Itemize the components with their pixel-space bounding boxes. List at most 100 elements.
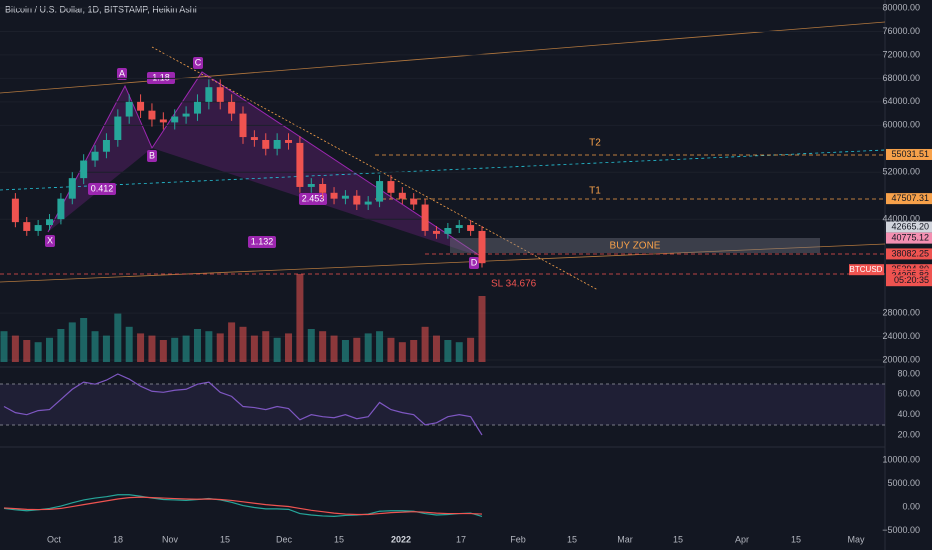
candle-body	[114, 116, 122, 140]
chart-header: Bitcoin / U.S. Dollar, 1D, BITSTAMP, Hei…	[5, 4, 197, 14]
x-tick-label: 15	[673, 534, 683, 544]
buy-zone	[450, 238, 820, 253]
candle-body	[319, 184, 327, 193]
target-label: T1	[589, 186, 601, 197]
pattern-point-bg	[117, 68, 127, 80]
volume-bar	[285, 333, 293, 362]
candle-body	[285, 140, 293, 143]
price-label: 40775.12	[891, 232, 929, 242]
y-tick-label: 52000.00	[882, 167, 920, 177]
y-tick-label: 72000.00	[882, 49, 920, 59]
price-label: 55031.51	[891, 149, 929, 159]
candle-body	[353, 195, 361, 205]
candle-body	[376, 181, 384, 202]
ratio-bg	[299, 193, 327, 205]
y-tick-label: 44000.00	[882, 214, 920, 224]
volume-bar	[0, 331, 8, 362]
price-label-bg	[886, 148, 932, 160]
volume-bar	[159, 340, 167, 362]
x-tick-label: 15	[567, 534, 577, 544]
candle-body	[330, 192, 338, 199]
x-tick-label: Feb	[510, 534, 526, 544]
volume-bar	[205, 331, 213, 362]
macd-line	[3, 494, 483, 518]
y-tick-label: 68000.00	[882, 73, 920, 83]
ratio-bg	[88, 183, 116, 195]
countdown: 05:20:35	[894, 275, 929, 285]
volume-bar	[319, 331, 327, 362]
x-tick-label: 18	[113, 534, 123, 544]
volume-bar	[91, 331, 99, 362]
volume-bar	[23, 340, 31, 362]
y-tick-label: 64000.00	[882, 96, 920, 106]
volume-bar	[330, 335, 338, 362]
candle-body	[455, 225, 463, 228]
x-tick-label: 2022	[391, 534, 411, 544]
pattern-fill	[152, 72, 482, 257]
candle-body	[421, 204, 429, 231]
volume-bar	[432, 335, 440, 362]
volume-bar	[444, 340, 452, 362]
rsi-tick-label: 40.00	[897, 409, 920, 419]
price-label: 42665.20	[891, 221, 929, 231]
price-label-bg	[886, 248, 932, 260]
x-tick-label: Nov	[162, 534, 179, 544]
countdown-bg	[886, 275, 932, 287]
volume-bar	[228, 322, 236, 362]
candle-body	[193, 101, 201, 114]
x-tick-label: 15	[334, 534, 344, 544]
candle-body	[57, 198, 65, 220]
volume-bar	[34, 342, 42, 362]
volume-bar	[80, 318, 88, 362]
pattern-point: D	[471, 257, 478, 267]
candle-body	[11, 198, 19, 223]
symbol-tag-bg	[849, 264, 884, 276]
candle-body	[250, 137, 258, 140]
pattern-point: C	[195, 57, 202, 67]
rsi-tick-label: 80.00	[897, 368, 920, 378]
macd-tick-label: −5000.00	[882, 525, 920, 535]
x-tick-label: Apr	[735, 534, 749, 544]
macd-line	[3, 496, 483, 516]
ratio-label: 1.132	[251, 236, 274, 246]
candle-body	[46, 219, 54, 226]
volume-bar	[57, 329, 65, 362]
y-tick-label: 80000.00	[882, 2, 920, 12]
volume-bar	[250, 335, 258, 362]
candle-body	[34, 225, 42, 231]
x-tick-label: 15	[220, 534, 230, 544]
candle-body	[239, 113, 247, 138]
candle-body	[68, 178, 76, 199]
pattern-point-bg	[193, 57, 203, 69]
candle-body	[148, 110, 156, 120]
price-label-bg	[886, 221, 932, 233]
volume-bar	[273, 337, 281, 362]
volume-bar	[102, 335, 110, 362]
candle-body	[91, 151, 99, 161]
candle-body	[341, 195, 349, 199]
volume-bar	[262, 331, 270, 362]
pattern-point: X	[47, 235, 53, 245]
ratio-label: 1.18	[152, 72, 170, 82]
y-tick-label: 76000.00	[882, 26, 920, 36]
pattern-labels: X A B C D 0.412 1.18 2.453 1.132	[45, 57, 479, 269]
candle-body	[387, 181, 395, 193]
volume-bar	[171, 337, 179, 362]
trend-line	[151, 46, 599, 291]
rsi-tick-label: 60.00	[897, 389, 920, 399]
volume-bar	[114, 313, 122, 362]
pattern-line	[47, 71, 483, 258]
candle-body	[182, 113, 190, 117]
volume-bar	[307, 329, 315, 362]
volume-bar	[68, 322, 76, 362]
price-label: 38082.25	[891, 248, 929, 258]
volume-bar	[421, 326, 429, 362]
candle-body	[398, 192, 406, 199]
ratio-label: 0.412	[91, 183, 114, 193]
candle-body	[171, 116, 179, 123]
x-tick-label: 17	[456, 534, 466, 544]
candle-body	[125, 101, 133, 117]
candle-body	[159, 119, 167, 123]
pattern-point-bg	[45, 235, 55, 247]
